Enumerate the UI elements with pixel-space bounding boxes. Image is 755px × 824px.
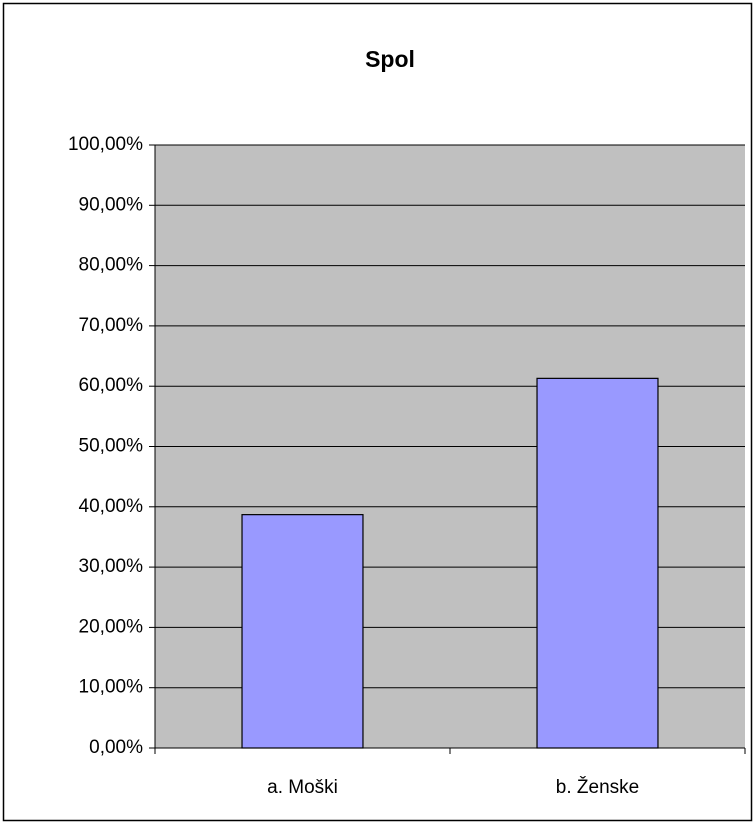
y-tick-label: 100,00%: [68, 134, 143, 155]
bar: [536, 377, 659, 749]
x-tick-label: b. Ženske: [556, 776, 639, 798]
y-tick-label: 70,00%: [79, 315, 144, 336]
y-tick-label: 10,00%: [79, 677, 144, 698]
y-tick-label: 80,00%: [79, 255, 144, 276]
bar: [241, 514, 364, 749]
x-tick-label: a. Moški: [267, 777, 338, 798]
y-tick-label: 0,00%: [89, 737, 143, 758]
y-tick-label: 30,00%: [79, 556, 144, 577]
y-tick-label: 20,00%: [79, 616, 144, 637]
y-tick-label: 50,00%: [79, 436, 144, 457]
chart-title: Spol: [365, 46, 415, 72]
y-tick-label: 60,00%: [79, 375, 144, 396]
y-tick-label: 40,00%: [79, 496, 144, 517]
y-tick-label: 90,00%: [79, 194, 144, 215]
